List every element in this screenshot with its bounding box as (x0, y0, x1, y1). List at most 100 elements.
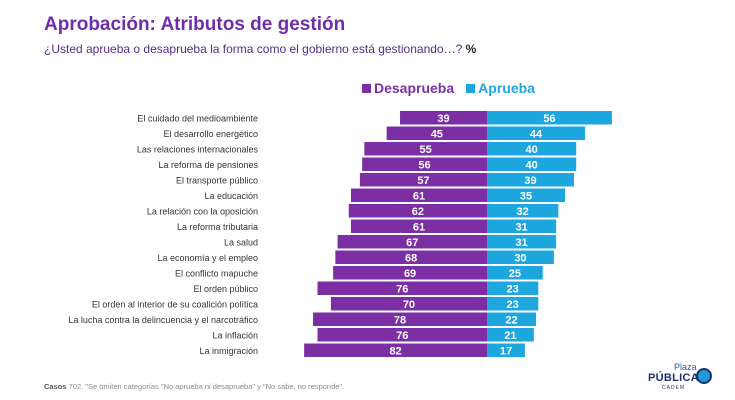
subtitle-question: ¿Usted aprueba o desaprueba la forma com… (44, 42, 463, 56)
bar-disapprove (330, 297, 487, 311)
legend-item-approve: Aprueba (466, 80, 535, 96)
data-label-approve: 32 (517, 206, 529, 218)
data-label-approve: 23 (507, 283, 519, 295)
data-label-disapprove: 82 (389, 345, 401, 357)
data-label-disapprove: 56 (418, 159, 430, 171)
bar-approve (487, 219, 557, 233)
data-label-disapprove: 61 (413, 221, 425, 233)
category-label: La inflación (212, 330, 258, 340)
chart-legend: Desaprueba Aprueba (362, 80, 535, 96)
bar-disapprove (317, 328, 487, 342)
bar-approve (487, 157, 577, 171)
bar-approve (487, 343, 525, 357)
category-label: El orden público (193, 284, 258, 294)
data-label-disapprove: 67 (406, 237, 418, 249)
subtitle-unit: % (465, 42, 477, 56)
data-label-disapprove: 39 (437, 113, 449, 125)
bar-approve (487, 111, 612, 125)
data-label-disapprove: 61 (413, 190, 425, 202)
data-label-approve: 56 (543, 113, 555, 125)
category-label: La lucha contra la delincuencia y el nar… (68, 315, 258, 325)
bar-disapprove (400, 111, 487, 125)
data-label-approve: 40 (525, 144, 537, 156)
page-title: Aprobación: Atributos de gestión (44, 14, 346, 35)
category-label: La economía y el empleo (157, 253, 258, 263)
bar-approve (487, 281, 539, 295)
plaza-publica-logo: Plaza PÚBLICA CADEM (648, 362, 718, 394)
data-label-approve: 44 (530, 128, 543, 140)
data-label-disapprove: 45 (431, 128, 443, 140)
data-label-approve: 30 (514, 252, 526, 264)
data-label-disapprove: 69 (404, 268, 416, 280)
data-label-disapprove: 76 (396, 330, 408, 342)
data-label-approve: 39 (524, 175, 536, 187)
bar-approve (487, 266, 543, 280)
bar-disapprove (364, 142, 487, 156)
data-label-approve: 31 (515, 237, 527, 249)
data-label-disapprove: 70 (403, 299, 415, 311)
data-label-disapprove: 57 (417, 175, 429, 187)
data-label-disapprove: 78 (394, 314, 406, 326)
category-label: La educación (204, 191, 258, 201)
footnote: Casos 702. "Se omiten categorías "No apr… (44, 382, 344, 391)
data-label-approve: 35 (520, 190, 532, 202)
data-label-disapprove: 68 (405, 252, 417, 264)
bar-approve (487, 142, 577, 156)
data-label-approve: 23 (507, 299, 519, 311)
bar-approve (487, 173, 574, 187)
category-label: El desarrollo energético (163, 129, 258, 139)
footnote-text: 702. "Se omiten categorías "No aprueba n… (68, 382, 345, 391)
data-label-approve: 40 (525, 159, 537, 171)
logo-mark-icon (696, 368, 712, 384)
footnote-label: Casos (44, 382, 67, 391)
bar-approve (487, 328, 534, 342)
logo-top-text: Plaza (674, 362, 697, 372)
legend-swatch-approve (466, 83, 476, 93)
bar-disapprove (337, 235, 487, 249)
logo-main-text: PÚBLICA (648, 372, 699, 384)
category-label: La reforma tributaria (177, 222, 258, 232)
category-label: El transporte público (176, 175, 258, 185)
bar-disapprove (313, 312, 487, 326)
category-label: El orden al interior de su coalición pol… (92, 299, 258, 309)
bar-approve (487, 312, 537, 326)
page-subtitle: ¿Usted aprueba o desaprueba la forma com… (44, 42, 476, 56)
category-label: Las relaciones internacionales (137, 144, 259, 154)
bar-approve (487, 250, 554, 264)
data-label-approve: 21 (504, 330, 516, 342)
category-label: El cuidado del medioambiente (137, 113, 258, 123)
bar-disapprove (350, 219, 487, 233)
bar-disapprove (362, 157, 487, 171)
category-label: La salud (224, 237, 258, 247)
category-label: La reforma de pensiones (158, 160, 258, 170)
bar-disapprove (359, 173, 487, 187)
logo-sub-text: CADEM (662, 385, 686, 391)
legend-swatch-disapprove (362, 83, 371, 93)
bar-disapprove (350, 188, 487, 202)
category-label: El conflicto mapuche (175, 268, 258, 278)
data-label-disapprove: 76 (396, 283, 408, 295)
bar-disapprove (333, 266, 487, 280)
legend-label-disapprove: Desaprueba (374, 80, 455, 96)
data-label-approve: 22 (505, 314, 517, 326)
bar-approve (487, 188, 566, 202)
data-label-disapprove: 55 (420, 144, 432, 156)
data-label-disapprove: 62 (412, 206, 424, 218)
data-label-approve: 17 (500, 345, 512, 357)
legend-item-disapprove: Desaprueba (362, 80, 454, 96)
bar-approve (487, 235, 557, 249)
bar-approve (487, 297, 539, 311)
bar-disapprove (386, 126, 487, 140)
bar-disapprove (348, 204, 487, 218)
data-label-approve: 25 (509, 268, 521, 280)
data-label-approve: 31 (515, 221, 527, 233)
bar-disapprove (317, 281, 487, 295)
legend-label-approve: Aprueba (478, 80, 535, 96)
category-label: La relación con la oposición (147, 206, 258, 216)
category-label: La inmigración (199, 346, 258, 356)
bar-approve (487, 204, 559, 218)
bar-disapprove (335, 250, 487, 264)
bar-disapprove (304, 343, 487, 357)
bar-approve (487, 126, 586, 140)
